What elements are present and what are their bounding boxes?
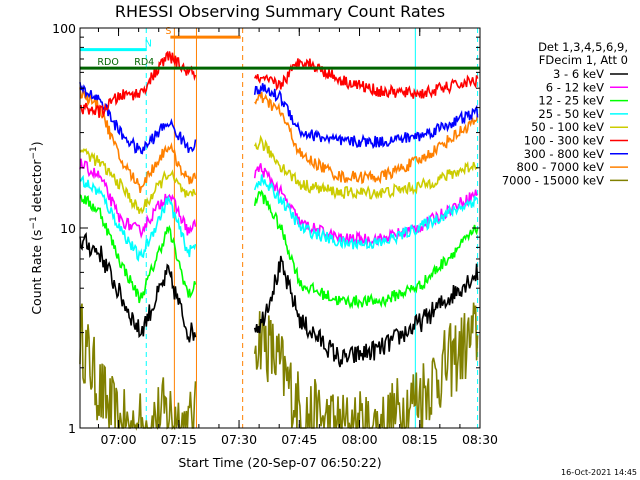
y-tick-label: 100 [52,21,76,36]
y-axis-label-mid: detector [29,159,44,217]
x-tick-label: 08:30 [462,432,498,447]
series-line-100-300-keV [80,50,479,119]
y-axis-label: Count Rate (s−1 detector−1) [29,141,44,314]
legend-label: 6 - 12 keV [546,80,604,94]
x-axis-label: Start Time (20-Sep-07 06:50:22) [178,455,381,470]
series-line-3-6-keV [79,231,479,368]
legend-label: 100 - 300 keV [524,134,604,148]
series-line-25-50-keV [79,174,479,263]
flag-label-RD4: RD4 [134,57,154,68]
flag-label-RDO: RDO [97,57,118,68]
flag-label-S: S [165,26,171,37]
y-axis-label-end: ) [29,141,44,146]
legend-label: 800 - 7000 keV [516,160,604,174]
series-line-50-100-keV [79,134,478,215]
chart-title: RHESSI Observing Summary Count Rates [115,2,445,21]
x-tick-label: 07:00 [101,432,137,447]
legend-header-line1: Det 1,3,4,5,6,9, [538,40,628,54]
timestamp: 16-Oct-2021 14:45 [561,468,637,477]
x-tick-label: 07:15 [161,432,197,447]
flag-label-N: N [145,39,152,50]
legend-header-line2: FDecim 1, Att 0 [539,53,628,67]
legend-label: 300 - 800 keV [524,147,604,161]
legend-label: 25 - 50 keV [538,107,604,121]
axes: 07:00 07:15 07:30 07:45 08:00 08:15 08:30 1 10 10… [52,21,498,447]
x-tick-label: 08:15 [402,432,438,447]
y-axis-label-sup-2: −1 [29,146,39,159]
y-tick-label: 1 [68,421,76,436]
legend-label: 50 - 100 keV [531,120,604,134]
x-tick-label: 07:30 [221,432,257,447]
legend-label: 12 - 25 keV [538,94,604,108]
x-tick-label: 08:00 [342,432,378,447]
y-tick-label: 10 [60,221,76,236]
series-line-300-800-keV [79,82,479,155]
y-axis-label-sup-1: −1 [29,216,39,229]
legend-label: 3 - 6 keV [553,67,604,81]
x-tick-label: 07:45 [281,432,317,447]
series-line-12-25-keV [79,189,479,310]
legend-label: 7000 - 15000 keV [502,173,604,187]
y-axis-label-main: Count Rate (s [29,230,44,315]
